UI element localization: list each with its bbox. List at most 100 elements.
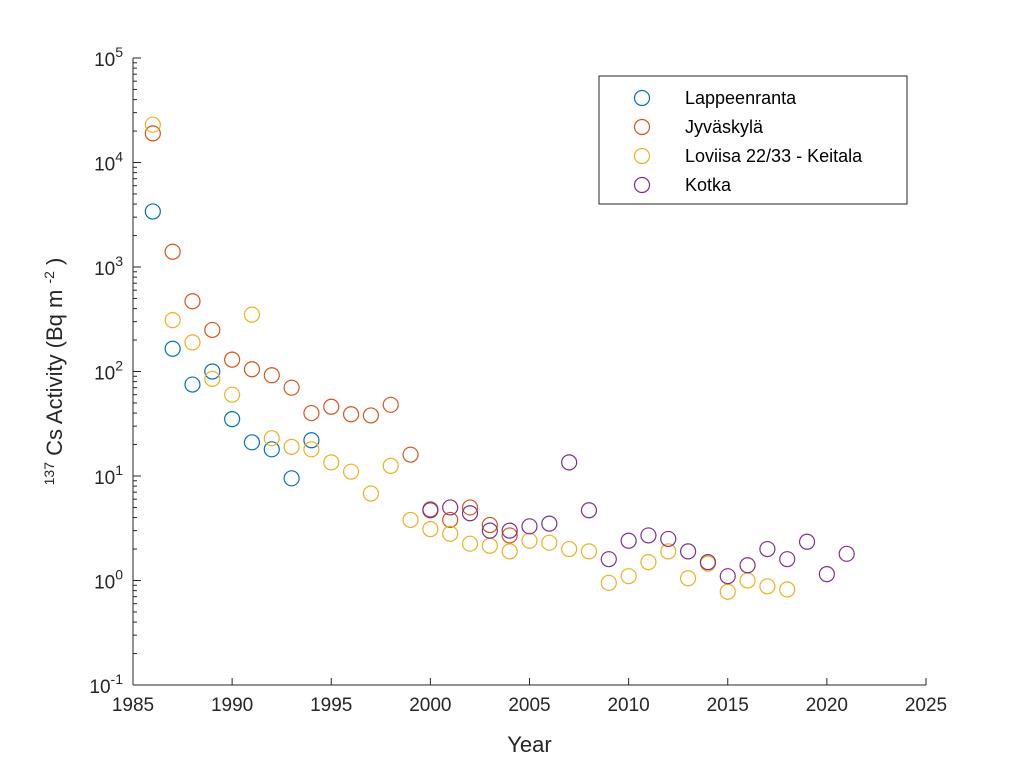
data-point xyxy=(660,543,677,560)
data-point xyxy=(600,574,617,591)
data-point xyxy=(739,572,756,589)
y-tick-base: 10 xyxy=(94,155,115,176)
data-point xyxy=(798,533,816,550)
data-point xyxy=(283,438,300,455)
data-point xyxy=(580,543,598,560)
legend-label: Jyväskylä xyxy=(685,117,764,137)
legend-box xyxy=(598,75,908,205)
y-tick-label: 104 xyxy=(94,149,123,176)
data-point xyxy=(600,551,617,568)
data-point xyxy=(779,581,796,598)
y-tick-label: 101 xyxy=(94,462,123,489)
data-point xyxy=(719,568,736,585)
data-point xyxy=(243,361,261,378)
data-point xyxy=(620,568,637,585)
legend-label: Kotka xyxy=(685,175,732,195)
x-tick-label: 2010 xyxy=(607,695,649,716)
data-point xyxy=(818,566,835,583)
data-point xyxy=(461,505,479,522)
data-point xyxy=(759,578,776,595)
x-tick-label: 1990 xyxy=(211,695,253,716)
data-point xyxy=(382,457,399,474)
series-3 xyxy=(422,454,855,585)
x-tick-label: 2015 xyxy=(707,695,749,716)
data-point xyxy=(144,203,161,220)
data-point xyxy=(303,432,320,449)
data-point xyxy=(481,516,498,534)
data-point xyxy=(243,306,261,323)
y-axis-label: 137 Cs Activity (Bq m -2 ) xyxy=(34,258,67,486)
data-point xyxy=(263,441,280,458)
x-axis-label: Year xyxy=(507,732,551,757)
y-tick-label: 10-1 xyxy=(89,671,123,698)
legend-marker xyxy=(633,147,651,165)
x-tick-label: 1995 xyxy=(310,695,352,716)
y-axis-label-main: Cs Activity (Bq m xyxy=(42,290,67,456)
data-point xyxy=(303,404,320,422)
y-tick-exponent: 5 xyxy=(115,44,123,60)
data-point xyxy=(461,499,479,516)
data-point xyxy=(521,532,538,549)
y-tick-exponent: 0 xyxy=(115,567,123,583)
data-point xyxy=(838,545,855,562)
data-point xyxy=(719,583,736,600)
y-tick-label: 103 xyxy=(94,253,123,280)
data-point xyxy=(660,530,677,548)
legend-marker xyxy=(633,118,651,136)
y-tick-exponent: 2 xyxy=(115,358,123,374)
data-point xyxy=(342,406,360,423)
data-point xyxy=(422,502,439,519)
y-tick-label: 102 xyxy=(94,358,123,385)
data-point xyxy=(402,446,419,463)
y-tick-label: 105 xyxy=(94,44,123,71)
data-point xyxy=(362,407,379,424)
data-point xyxy=(263,430,280,447)
y-axis-label-isotope-mass: 137 xyxy=(41,462,57,486)
y-tick-exponent: 3 xyxy=(115,253,123,269)
data-point xyxy=(640,553,657,571)
y-tick-base: 10 xyxy=(89,677,110,698)
data-point xyxy=(481,522,498,539)
data-point xyxy=(699,553,717,571)
legend-label: Loviisa 22/33 - Keitala xyxy=(685,146,863,166)
data-point xyxy=(580,502,598,519)
y-axis-label-exponent: -2 xyxy=(41,271,57,284)
y-tick-exponent: 1 xyxy=(115,462,123,478)
legend-label: Lappeenranta xyxy=(685,88,797,108)
data-point xyxy=(561,454,578,471)
data-point xyxy=(422,501,439,518)
x-tick-label: 2005 xyxy=(508,695,550,716)
data-point xyxy=(283,379,300,396)
data-point xyxy=(144,116,161,133)
data-point xyxy=(759,540,776,558)
y-tick-base: 10 xyxy=(94,468,115,489)
data-point xyxy=(679,543,697,560)
y-axis-label-suffix: ) xyxy=(42,258,67,265)
data-point xyxy=(164,312,181,329)
data-point xyxy=(144,125,161,142)
series-1 xyxy=(144,125,518,544)
data-point xyxy=(184,334,201,351)
data-points xyxy=(144,116,855,600)
y-tick-base: 10 xyxy=(94,364,115,385)
data-point xyxy=(739,557,756,574)
data-point xyxy=(204,363,221,380)
data-point xyxy=(699,555,717,572)
x-tick-label: 2000 xyxy=(409,695,451,716)
series-0 xyxy=(144,203,320,487)
data-point xyxy=(164,340,181,357)
data-point xyxy=(481,537,498,554)
y-tick-exponent: 4 xyxy=(115,149,123,165)
data-point xyxy=(679,570,697,587)
y-tick-label: 100 xyxy=(94,567,123,594)
x-tick-label: 2025 xyxy=(905,695,947,716)
data-point xyxy=(204,370,221,387)
data-point xyxy=(501,522,518,539)
data-point xyxy=(422,521,439,538)
x-tick-label: 2020 xyxy=(806,695,848,716)
data-point xyxy=(442,499,459,516)
y-tick-base: 10 xyxy=(94,573,115,594)
data-point xyxy=(541,534,558,551)
data-point xyxy=(224,386,241,403)
